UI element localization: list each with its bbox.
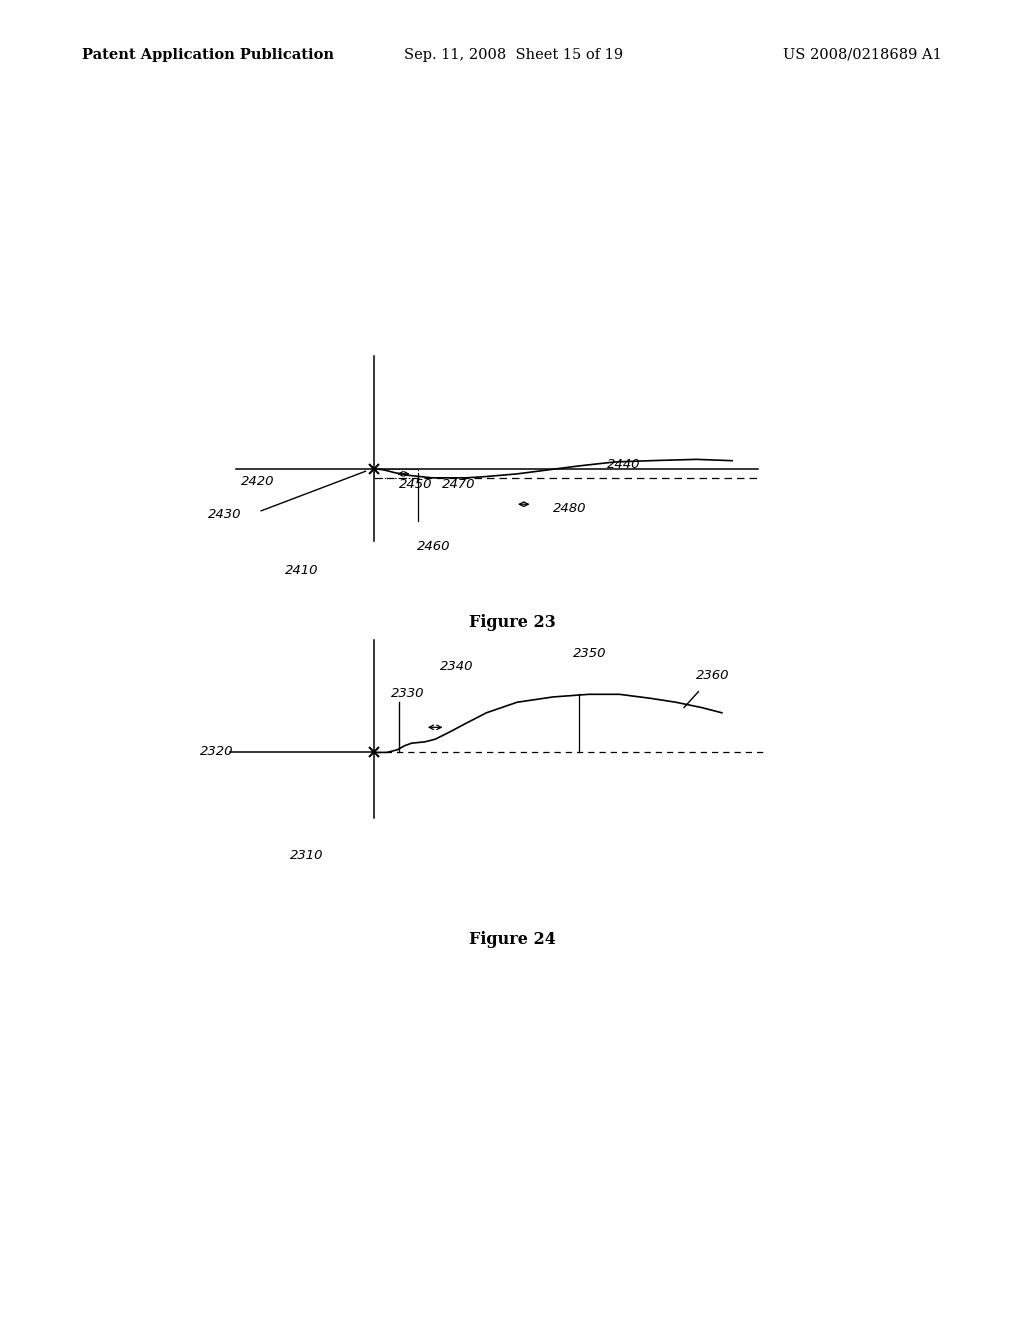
Text: 2340: 2340	[440, 660, 474, 673]
Text: 2430: 2430	[208, 508, 242, 521]
Text: 2450: 2450	[399, 478, 433, 491]
Text: Sep. 11, 2008  Sheet 15 of 19: Sep. 11, 2008 Sheet 15 of 19	[404, 48, 624, 62]
Text: Figure 24: Figure 24	[469, 931, 555, 948]
Text: 2350: 2350	[573, 647, 607, 660]
Text: Patent Application Publication: Patent Application Publication	[82, 48, 334, 62]
Text: 2420: 2420	[241, 475, 274, 488]
Text: 2320: 2320	[200, 744, 233, 758]
Text: US 2008/0218689 A1: US 2008/0218689 A1	[783, 48, 942, 62]
Text: 2330: 2330	[391, 686, 425, 700]
Text: 2460: 2460	[417, 540, 451, 553]
Text: Figure 23: Figure 23	[469, 614, 555, 631]
Text: 2470: 2470	[442, 478, 476, 491]
Text: 2440: 2440	[607, 458, 641, 471]
Text: 2410: 2410	[286, 564, 318, 577]
Text: 2480: 2480	[553, 502, 587, 515]
Text: 2360: 2360	[696, 669, 730, 682]
Text: 2310: 2310	[291, 849, 324, 862]
